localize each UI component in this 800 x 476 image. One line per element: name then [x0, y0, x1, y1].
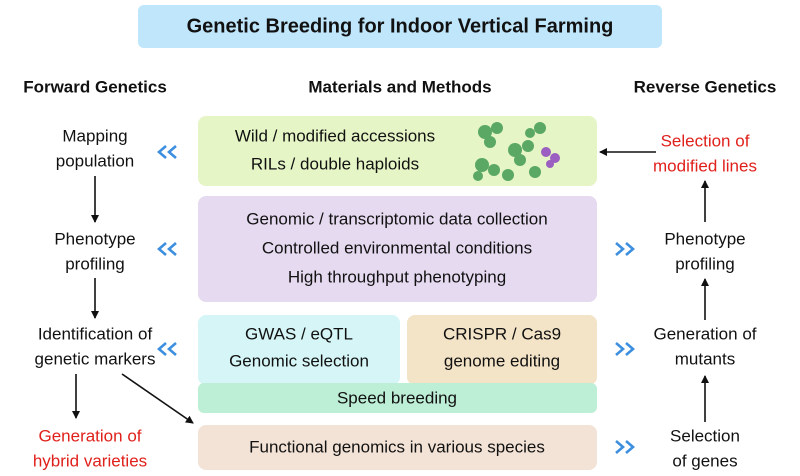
method-text: Wild / modified accessions — [235, 126, 435, 145]
step-text: profiling — [675, 254, 735, 273]
arrows — [72, 148, 709, 424]
box — [198, 196, 597, 302]
step-text: Phenotype — [664, 229, 745, 248]
step-text: hybrid varieties — [33, 451, 147, 470]
step-text: Mapping — [62, 126, 127, 145]
method-text: Speed breeding — [337, 388, 457, 407]
method-text: RILs / double haploids — [251, 154, 419, 173]
step-text: Generation of — [653, 324, 756, 343]
step-text: Generation of — [38, 426, 141, 445]
step-text: Selection — [670, 426, 740, 445]
step-text: population — [56, 151, 134, 170]
plant-icon — [473, 122, 560, 181]
method-text: Functional genomics in various species — [249, 437, 545, 456]
title: Genetic Breeding for Indoor Vertical Far… — [187, 15, 614, 37]
step-text: Selection of — [661, 131, 750, 150]
method-text: Genomic / transcriptomic data collection — [246, 209, 547, 228]
column-header: Materials and Methods — [308, 77, 491, 96]
method-text: GWAS / eQTL — [245, 324, 353, 343]
column-header: Forward Genetics — [23, 77, 167, 96]
method-text: Controlled environmental conditions — [262, 238, 532, 257]
column-header: Reverse Genetics — [634, 77, 777, 96]
box — [407, 315, 597, 385]
box — [198, 315, 400, 385]
step-text: mutants — [675, 349, 735, 368]
box — [198, 383, 597, 413]
step-text: profiling — [65, 254, 125, 273]
step-text: genetic markers — [35, 349, 156, 368]
box — [198, 425, 597, 470]
step-text: of genes — [672, 451, 737, 470]
method-text: genome editing — [444, 351, 560, 370]
chevrons — [157, 145, 635, 454]
title-box — [138, 5, 662, 48]
step-text: modified lines — [653, 156, 757, 175]
step-text: Identification of — [38, 324, 153, 343]
method-text: Genomic selection — [229, 351, 369, 370]
step-text: Phenotype — [54, 229, 135, 248]
method-text: High throughput phenotyping — [288, 267, 506, 286]
method-text: CRISPR / Cas9 — [443, 324, 561, 343]
